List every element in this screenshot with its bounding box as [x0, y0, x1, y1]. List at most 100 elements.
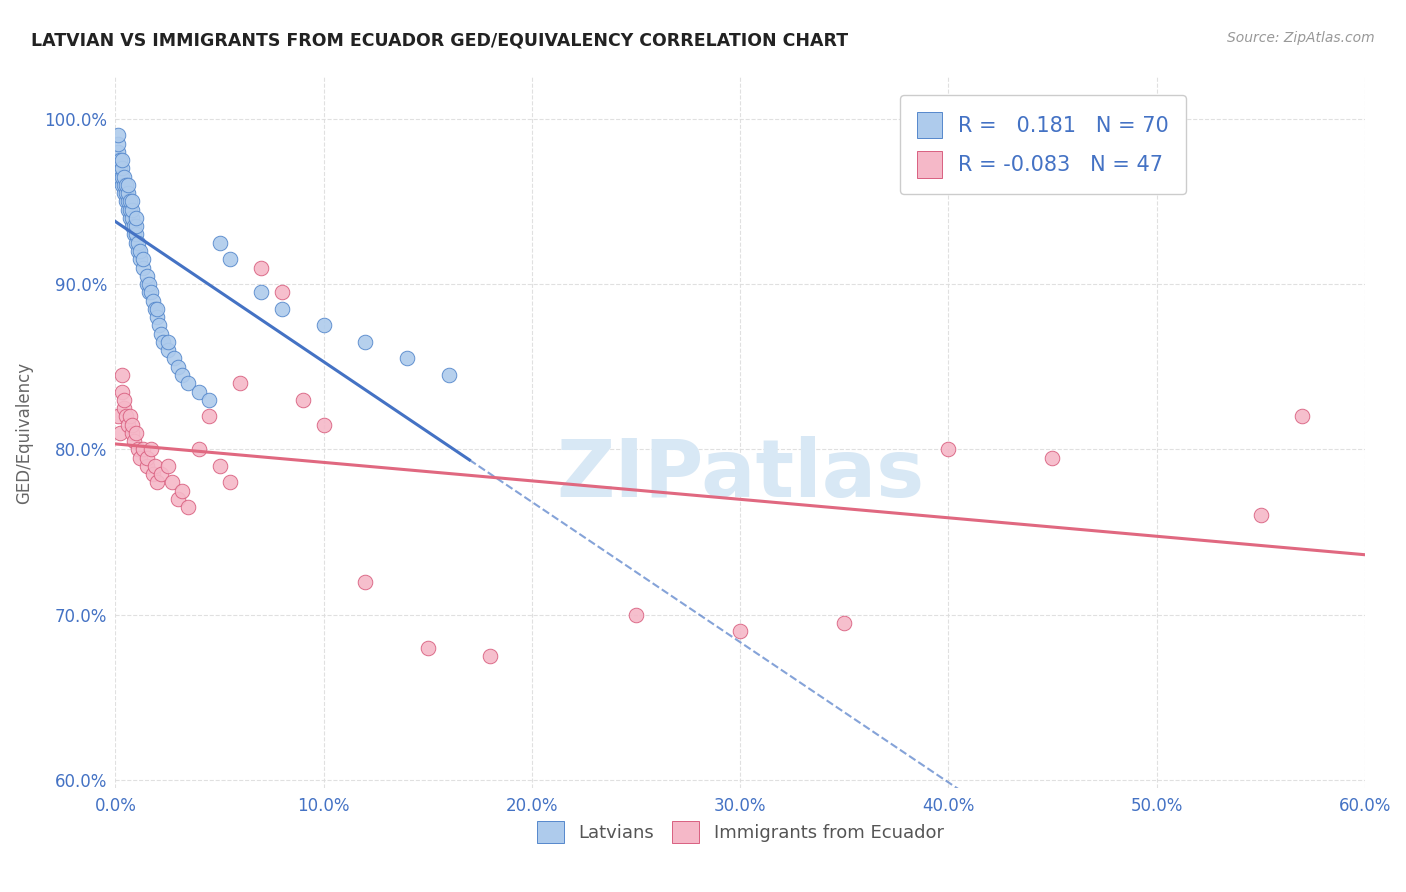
- Point: [172, 483, 194, 498]
- Point: [146, 310, 169, 325]
- Point: [142, 293, 165, 308]
- Point: [121, 417, 143, 432]
- Point: [135, 450, 157, 465]
- Point: [198, 392, 221, 407]
- Point: [107, 409, 129, 424]
- Point: [117, 178, 139, 192]
- Point: [291, 392, 314, 407]
- Point: [117, 186, 139, 201]
- Point: [354, 334, 377, 349]
- Point: [832, 615, 855, 630]
- Text: LATVIAN VS IMMIGRANTS FROM ECUADOR GED/EQUIVALENCY CORRELATION CHART: LATVIAN VS IMMIGRANTS FROM ECUADOR GED/E…: [31, 31, 848, 49]
- Point: [728, 624, 751, 639]
- Point: [107, 153, 129, 167]
- Point: [117, 194, 139, 209]
- Point: [112, 401, 135, 415]
- Point: [108, 153, 131, 167]
- Point: [219, 252, 242, 267]
- Point: [111, 153, 134, 167]
- Point: [156, 458, 179, 473]
- Point: [187, 384, 209, 399]
- Point: [129, 450, 152, 465]
- Y-axis label: GED/Equivalency: GED/Equivalency: [15, 362, 32, 504]
- Point: [127, 442, 149, 457]
- Point: [135, 268, 157, 283]
- Point: [115, 409, 138, 424]
- Point: [107, 145, 129, 159]
- Point: [150, 467, 173, 482]
- Point: [177, 376, 200, 391]
- Point: [122, 434, 145, 449]
- Point: [146, 475, 169, 490]
- Point: [148, 318, 170, 333]
- Point: [479, 648, 502, 663]
- Point: [125, 227, 148, 242]
- Point: [118, 194, 141, 209]
- Point: [250, 285, 273, 300]
- Text: Source: ZipAtlas.com: Source: ZipAtlas.com: [1227, 31, 1375, 45]
- Point: [131, 442, 153, 457]
- Point: [111, 384, 134, 399]
- Point: [112, 186, 135, 201]
- Point: [1250, 508, 1272, 523]
- Point: [229, 376, 252, 391]
- Point: [395, 351, 418, 366]
- Point: [125, 425, 148, 440]
- Point: [111, 368, 134, 382]
- Point: [118, 202, 141, 217]
- Point: [167, 359, 190, 374]
- Point: [127, 244, 149, 258]
- Point: [135, 277, 157, 291]
- Point: [187, 442, 209, 457]
- Point: [112, 392, 135, 407]
- Text: ZIPatlas: ZIPatlas: [555, 436, 924, 515]
- Point: [156, 343, 179, 358]
- Point: [111, 169, 134, 184]
- Point: [121, 202, 143, 217]
- Point: [127, 235, 149, 250]
- Point: [125, 219, 148, 234]
- Point: [125, 235, 148, 250]
- Point: [938, 442, 960, 457]
- Point: [118, 409, 141, 424]
- Point: [208, 235, 231, 250]
- Point: [121, 425, 143, 440]
- Point: [312, 417, 335, 432]
- Point: [139, 442, 162, 457]
- Point: [108, 169, 131, 184]
- Point: [177, 500, 200, 515]
- Point: [122, 219, 145, 234]
- Point: [1042, 450, 1064, 465]
- Point: [138, 285, 160, 300]
- Point: [139, 285, 162, 300]
- Point: [152, 334, 174, 349]
- Point: [142, 467, 165, 482]
- Point: [1291, 409, 1313, 424]
- Point: [121, 219, 143, 234]
- Point: [146, 301, 169, 316]
- Point: [163, 351, 186, 366]
- Point: [354, 574, 377, 589]
- Point: [122, 227, 145, 242]
- Point: [129, 252, 152, 267]
- Point: [117, 202, 139, 217]
- Point: [208, 458, 231, 473]
- Point: [125, 211, 148, 225]
- Point: [112, 178, 135, 192]
- Point: [624, 607, 647, 622]
- Point: [167, 491, 190, 506]
- Point: [108, 161, 131, 176]
- Point: [121, 211, 143, 225]
- Point: [107, 128, 129, 143]
- Point: [250, 260, 273, 275]
- Point: [416, 640, 439, 655]
- Point: [118, 211, 141, 225]
- Point: [131, 252, 153, 267]
- Point: [312, 318, 335, 333]
- Point: [129, 244, 152, 258]
- Point: [108, 425, 131, 440]
- Point: [107, 136, 129, 151]
- Point: [111, 161, 134, 176]
- Point: [198, 409, 221, 424]
- Point: [135, 458, 157, 473]
